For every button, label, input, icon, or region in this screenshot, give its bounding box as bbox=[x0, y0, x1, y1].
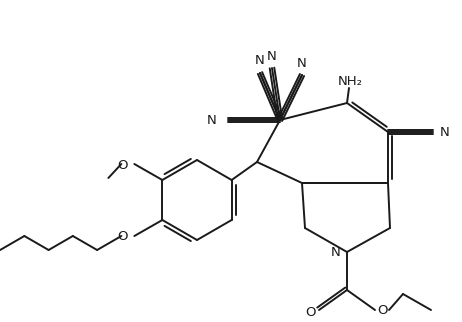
Text: N: N bbox=[206, 113, 216, 127]
Text: N: N bbox=[331, 245, 341, 259]
Text: N: N bbox=[255, 53, 265, 67]
Text: NH₂: NH₂ bbox=[338, 74, 363, 88]
Text: N: N bbox=[440, 126, 450, 138]
Text: N: N bbox=[267, 50, 277, 62]
Text: O: O bbox=[378, 304, 388, 317]
Text: O: O bbox=[117, 158, 128, 172]
Text: N: N bbox=[297, 56, 307, 70]
Text: O: O bbox=[306, 306, 316, 318]
Text: O: O bbox=[117, 230, 128, 242]
